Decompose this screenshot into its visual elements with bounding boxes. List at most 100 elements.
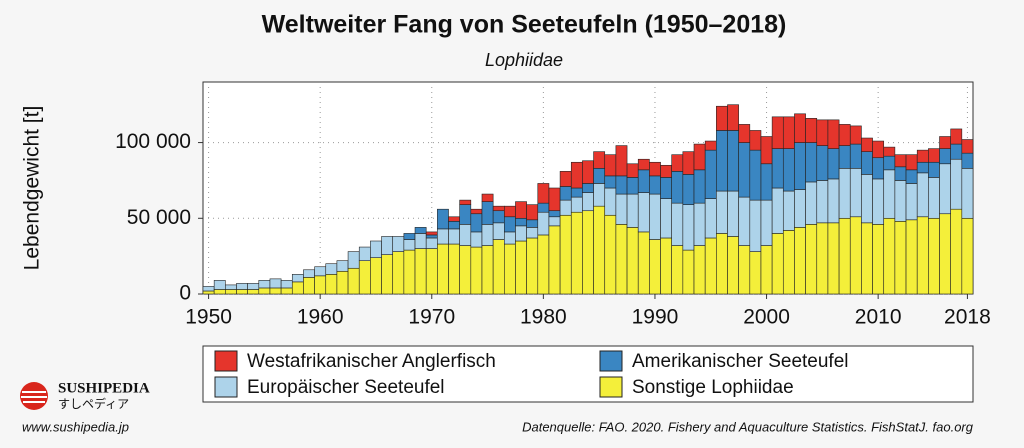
bar (325, 274, 338, 295)
bar (916, 149, 929, 163)
bar (526, 219, 539, 228)
bar (280, 280, 293, 289)
bar (805, 118, 818, 143)
bar (559, 171, 572, 187)
bar (928, 161, 940, 178)
bar (682, 174, 695, 205)
bar (782, 116, 795, 149)
bar (504, 231, 516, 245)
bar (559, 186, 572, 201)
bar (504, 243, 516, 295)
bar (805, 142, 818, 183)
bar (771, 233, 784, 295)
bar (794, 189, 806, 228)
bar (347, 267, 360, 295)
legend-label: Westafrikanischer Anglerfisch (247, 351, 496, 372)
bar (626, 227, 639, 295)
bar (861, 137, 873, 152)
bar (604, 154, 617, 177)
bar (403, 249, 416, 295)
bar (794, 113, 806, 143)
bar (727, 236, 739, 295)
bar (671, 154, 684, 172)
bar (905, 183, 918, 221)
bar (303, 269, 315, 278)
x-tick-label: 1990 (632, 306, 679, 329)
bar (202, 290, 215, 295)
logo: SUSHIPEDIA すしペディア www.sushipedia.jp (20, 380, 150, 434)
legend-swatch (599, 350, 623, 372)
bar (582, 160, 594, 184)
logo-stripes (21, 391, 47, 403)
bar (414, 248, 427, 295)
bar (537, 211, 550, 236)
bar (738, 245, 751, 295)
bar (225, 289, 237, 295)
bar (481, 224, 494, 246)
y-tick-label: 50 000 (127, 206, 191, 229)
bar (816, 180, 829, 224)
bar (515, 201, 527, 219)
bar (526, 204, 539, 221)
bar (849, 125, 862, 145)
bar (894, 180, 907, 222)
bar (894, 154, 907, 168)
bar (559, 214, 572, 295)
x-tick-label: 1980 (520, 306, 567, 329)
bar (961, 168, 974, 219)
bar (916, 161, 929, 174)
bar (481, 193, 494, 202)
x-tick-label: 1950 (185, 306, 232, 329)
bar (838, 124, 851, 146)
bar (481, 201, 494, 225)
bar (928, 217, 940, 295)
bar (716, 105, 728, 131)
bar (403, 239, 416, 251)
bar (760, 199, 773, 246)
bar (716, 190, 728, 234)
bar (448, 216, 460, 222)
bar (861, 151, 873, 175)
bar (303, 277, 315, 295)
bar (202, 286, 215, 292)
bar (883, 169, 896, 219)
bar (437, 228, 449, 245)
bar (660, 237, 672, 295)
bar (425, 237, 438, 249)
bar (682, 151, 695, 175)
bar (392, 236, 405, 252)
bar (894, 166, 907, 181)
bar (827, 119, 840, 149)
bar (515, 217, 527, 227)
bar (794, 227, 806, 295)
bar (637, 231, 650, 295)
bar (459, 199, 472, 205)
bar (593, 205, 606, 295)
bar (749, 199, 762, 252)
bar (358, 260, 371, 295)
bar (916, 172, 929, 218)
bar (247, 283, 260, 290)
bar (336, 270, 349, 295)
bar (939, 148, 951, 165)
bar (760, 163, 773, 201)
bar (916, 216, 929, 295)
bar (236, 289, 248, 295)
bar (782, 190, 795, 231)
bar (961, 217, 974, 295)
bar (537, 234, 550, 295)
bar (827, 178, 840, 224)
bar (827, 148, 840, 180)
bar (593, 168, 606, 184)
legend-swatch (599, 376, 623, 398)
legend-label: Europäischer Seeteufel (247, 377, 445, 398)
bar (849, 216, 862, 295)
bar (526, 227, 539, 239)
bar (637, 169, 650, 193)
bar (872, 178, 885, 225)
bar (626, 163, 639, 178)
bar (771, 116, 784, 149)
legend-swatch (214, 376, 238, 398)
bar (704, 140, 717, 151)
